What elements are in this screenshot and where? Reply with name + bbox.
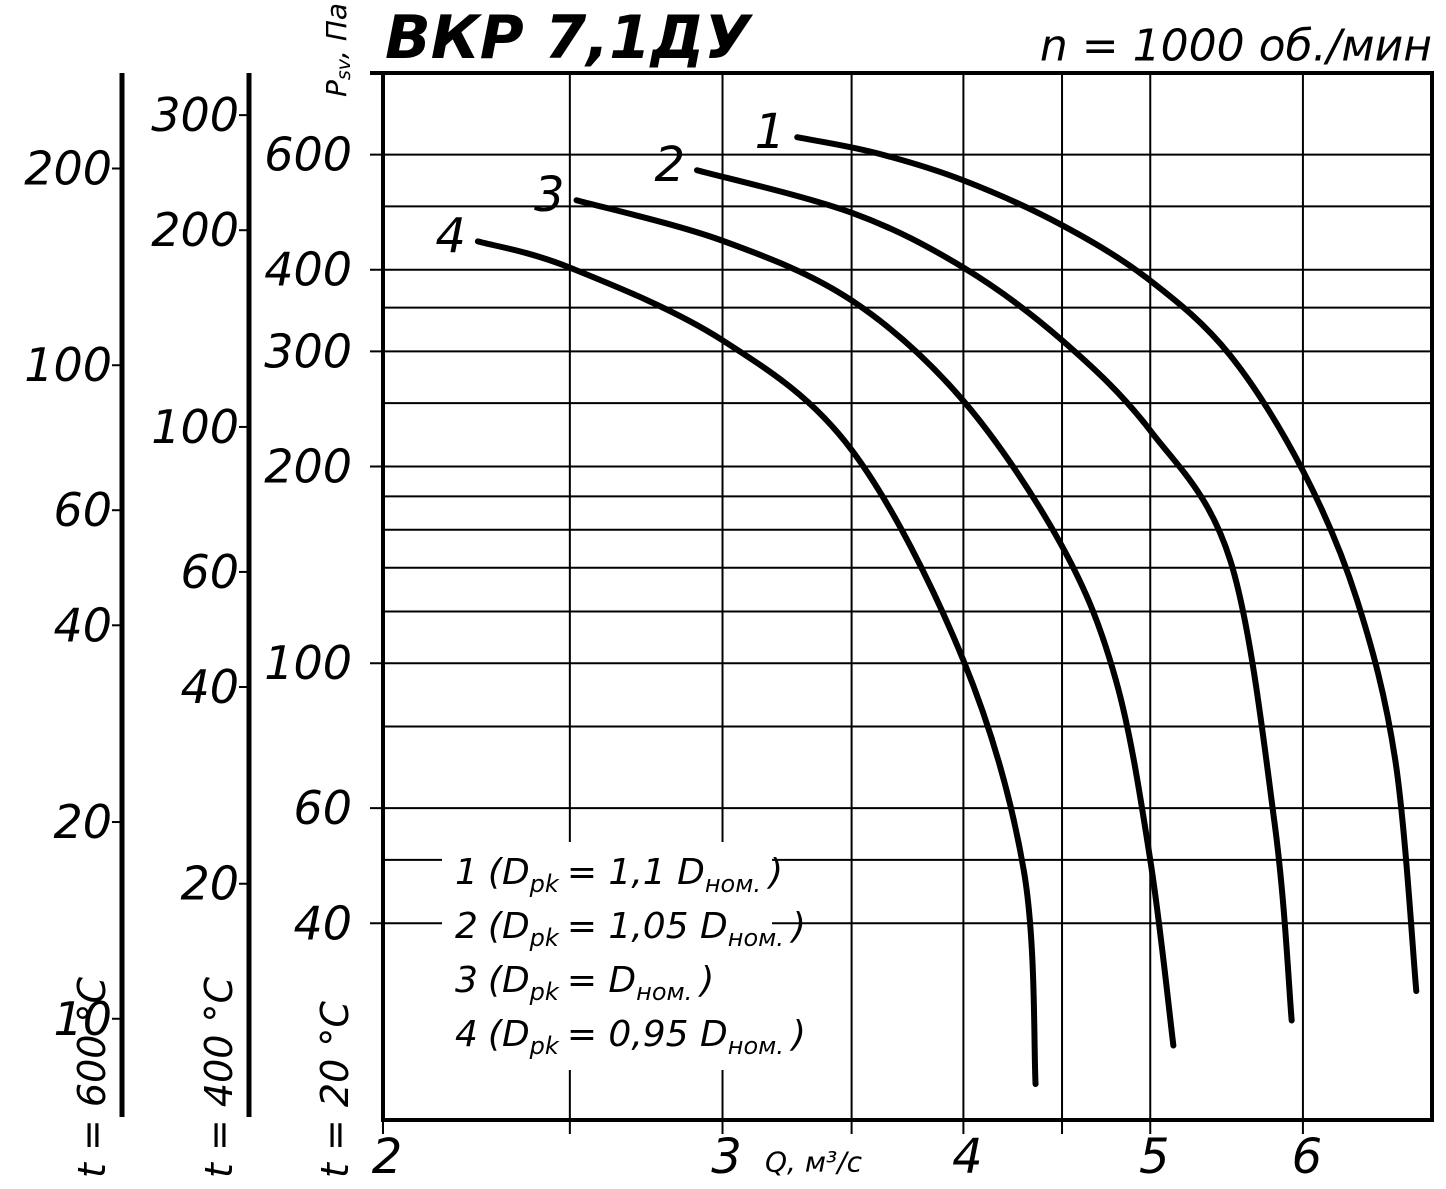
legend-text: = 1,1 D: [567, 852, 705, 893]
extra-axis-tick-label: 60: [180, 545, 239, 599]
extra-axis-tick-label: 40: [180, 660, 239, 714]
legend-text: = 0,95 D: [567, 1014, 728, 1055]
y-tick-label: 60: [293, 781, 352, 835]
curve: [794, 134, 1420, 995]
legend-text: ): [766, 852, 783, 893]
curve: [474, 238, 1039, 1088]
legend-text: = D: [567, 960, 636, 1001]
legend-name: 2: [455, 906, 478, 947]
legend-text: ): [789, 1014, 806, 1055]
legend-subscript: pk: [529, 978, 560, 1006]
extra-axis-temp-label: t = 400 °C: [197, 976, 241, 1178]
legend-entry: 2 (Dpk = 1,05 Dном.): [455, 906, 806, 953]
curve-label: 2: [654, 137, 685, 193]
y-axis-label: Psv, Па: [320, 3, 356, 97]
legend-entry: 1 (Dpk = 1,1 Dном.): [455, 852, 783, 899]
extra-axis-tick-label: 20: [53, 795, 112, 849]
extra-axis-tick-label: 300: [151, 88, 239, 142]
extra-axis-tick-label: 20: [180, 857, 239, 911]
legend-text: (D: [488, 906, 530, 947]
legend-name: 3: [455, 960, 478, 1001]
extra-axis-tick-label: 200: [151, 203, 239, 257]
extra-axis-temp-label: t = 600 °C: [70, 976, 114, 1178]
x-tick-label: 6: [1292, 1129, 1323, 1185]
y-tick-label: 400: [264, 243, 352, 297]
x-axis-label: Q, м³/с: [765, 1146, 863, 1179]
x-tick-label: 4: [952, 1129, 983, 1185]
y-tick-label: 300: [264, 324, 352, 378]
plot-frame: [370, 71, 1434, 1122]
curve: [573, 197, 1177, 1049]
x-tick-label: 5: [1139, 1129, 1170, 1185]
curve-label: 4: [435, 208, 466, 264]
legend-subscript: pk: [529, 1032, 560, 1060]
extra-axis-tick-label: 60: [53, 483, 112, 537]
y-tick-label: 40: [293, 896, 352, 950]
legend-text: (D: [488, 1014, 530, 1055]
legend-text: (D: [488, 960, 530, 1001]
extra-axis-tick-label: 200: [24, 141, 112, 195]
extra-axis-tick-label: 10: [53, 992, 112, 1046]
y-tick-label: 100: [264, 636, 352, 690]
legend-text: = 1,05 D: [567, 906, 728, 947]
legend-subscript: pk: [529, 924, 560, 952]
legend-entry: 4 (Dpk = 0,95 Dном.): [455, 1014, 806, 1061]
chart-title: ВКР 7,1ДУ: [385, 3, 753, 73]
legend-subscript: ном.: [728, 1032, 784, 1060]
legend-subscript: ном.: [705, 870, 761, 898]
legend-subscript: ном.: [636, 978, 692, 1006]
x-tick-label: 2: [372, 1129, 403, 1185]
extra-axis-tick-label: 100: [151, 400, 239, 454]
legend-subscript: pk: [529, 870, 560, 898]
legend-text: (D: [488, 852, 530, 893]
curve: [694, 167, 1295, 1024]
legend-name: 1: [455, 852, 478, 893]
legend-text: ): [697, 960, 714, 1001]
temp-label: t = 20 °C: [313, 1001, 357, 1178]
y-tick-label: 600: [264, 128, 352, 182]
legend-background: [442, 842, 772, 1070]
extra-axis-tick-label: 40: [53, 598, 112, 652]
chart-subtitle: n = 1000 об./мин: [1040, 21, 1432, 72]
x-tick-label: 3: [711, 1129, 742, 1185]
y-label-symbol: P: [320, 80, 353, 97]
extra-axis-tick-label: 100: [24, 338, 112, 392]
legend-subscript: ном.: [728, 924, 784, 952]
legend-text: ): [789, 906, 806, 947]
curve-label: 1: [755, 104, 786, 160]
y-tick-label: 200: [264, 439, 352, 493]
legend-name: 4: [455, 1014, 478, 1055]
curve-label: 3: [534, 167, 565, 223]
legend-entry: 3 (Dpk = Dном.): [455, 960, 714, 1007]
y-label-subscript: sv: [333, 58, 355, 80]
y-label-unit: , Па: [320, 3, 353, 59]
